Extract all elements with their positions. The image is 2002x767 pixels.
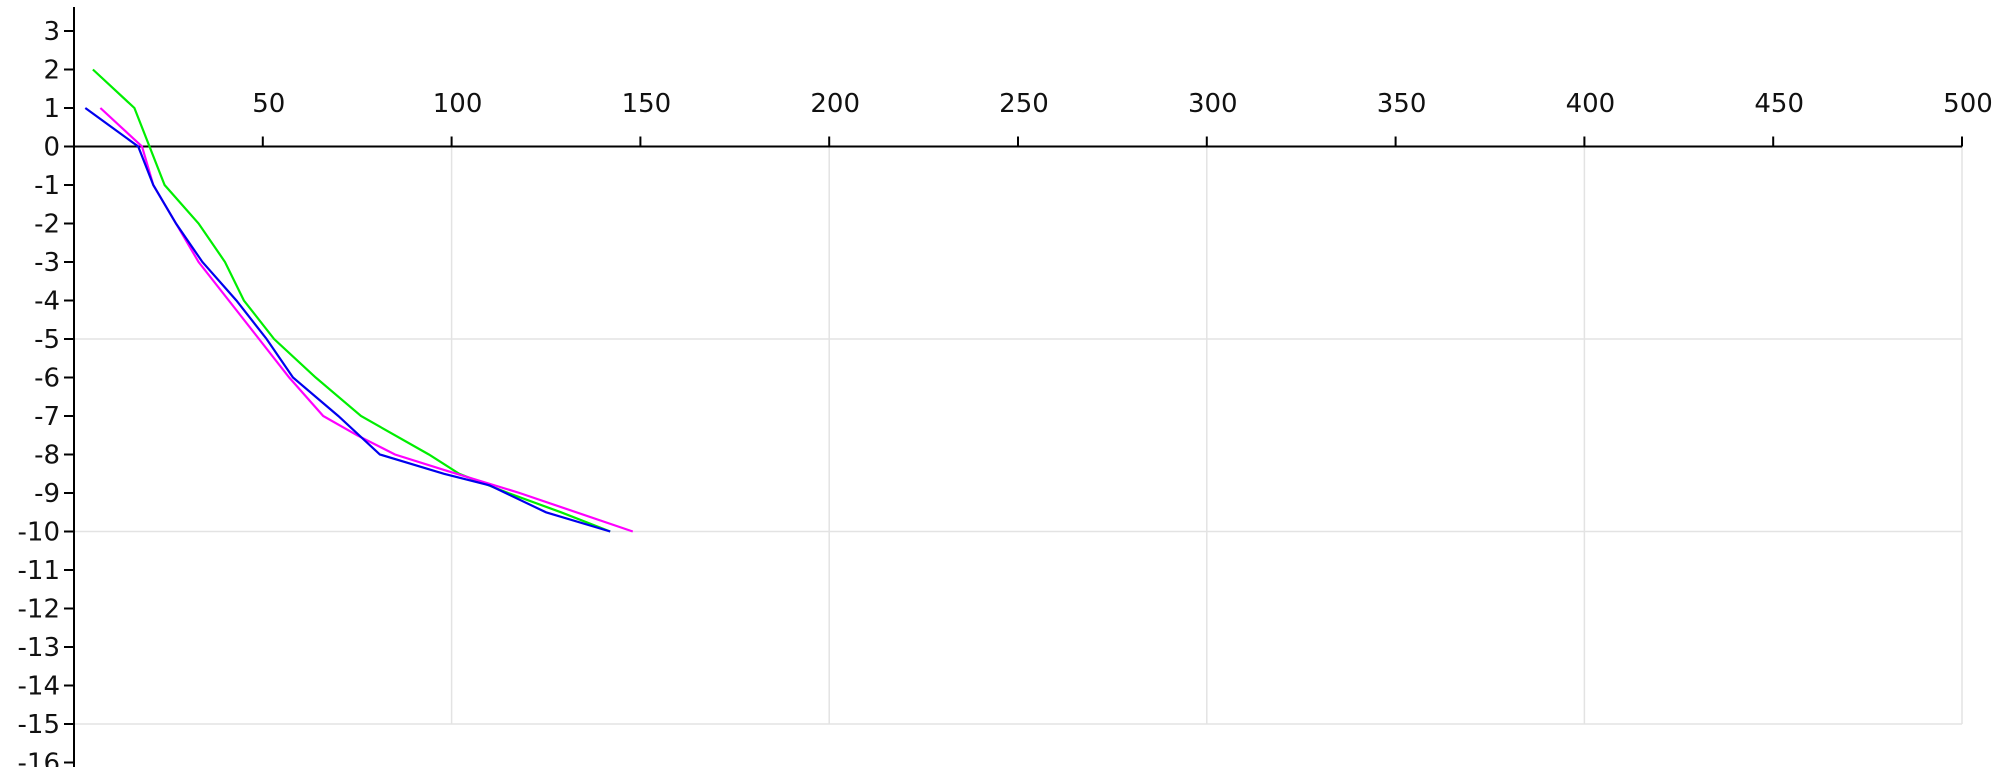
y-tick-label: -2 [34, 210, 60, 240]
y-tick-label: -7 [34, 402, 60, 432]
y-tick-label: -4 [34, 287, 60, 317]
x-tick-label: 350 [1377, 89, 1427, 119]
y-tick-label: 2 [43, 56, 60, 86]
x-tick-label: 200 [810, 89, 860, 119]
y-tick-label: 1 [43, 94, 60, 124]
series-line-2 [99, 107, 634, 533]
y-tick-label: -11 [18, 556, 60, 586]
y-tick-label: -13 [18, 633, 60, 663]
y-tick-label: 0 [43, 133, 60, 163]
y-tick-label: -10 [18, 518, 60, 548]
series-line-3 [84, 107, 611, 533]
x-tick-label: 50 [252, 89, 285, 119]
y-tick-label: -3 [34, 248, 60, 278]
x-tick-label: 400 [1566, 89, 1616, 119]
x-tick-label: 250 [999, 89, 1049, 119]
y-tick-label: -15 [18, 710, 60, 740]
y-tick-label: -1 [34, 171, 60, 201]
y-tick-label: -9 [34, 479, 60, 509]
y-tick-label: 3 [43, 17, 60, 47]
y-tick-label: -14 [18, 672, 60, 702]
y-tick-label: -12 [18, 595, 60, 625]
y-tick-label: -8 [34, 441, 60, 471]
y-tick-label: -16 [18, 749, 60, 767]
x-tick-label: 100 [433, 89, 483, 119]
x-tick-label: 150 [622, 89, 672, 119]
y-tick-label: -6 [34, 364, 60, 394]
x-tick-label: 300 [1188, 89, 1238, 119]
y-tick-label: -5 [34, 325, 60, 355]
x-tick-label: 450 [1754, 89, 1804, 119]
series-line-1 [92, 68, 611, 533]
x-tick-label: 500 [1943, 89, 1993, 119]
